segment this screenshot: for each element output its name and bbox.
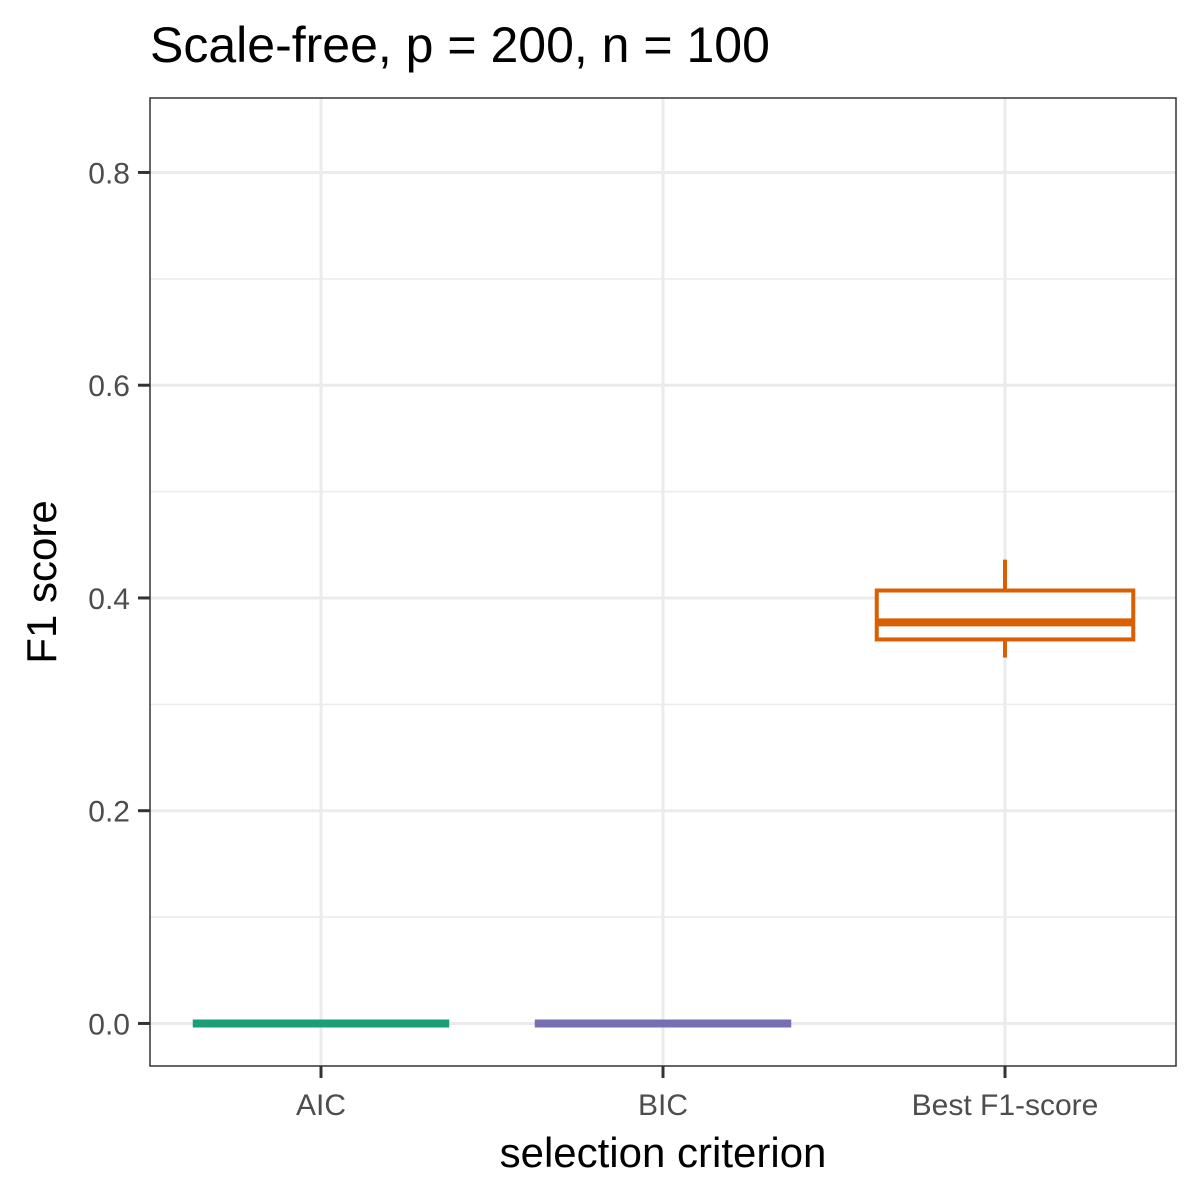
axes: 0.0 0.2 0.4 0.6 0.8 AIC BIC Best F1-score [88, 157, 1098, 1122]
y-tick-label: 0.6 [88, 370, 130, 403]
y-axis-title: F1 score [18, 500, 65, 663]
x-tick-label: AIC [296, 1089, 346, 1122]
box-body [874, 588, 1136, 642]
x-tick-label: BIC [638, 1089, 688, 1122]
box-best-f1-score [874, 559, 1136, 658]
x-tick-label: Best F1-score [912, 1089, 1099, 1122]
chart-title: Scale-free, p = 200, n = 100 [150, 17, 770, 73]
box-marks [192, 559, 1136, 1028]
y-tick-label: 0.2 [88, 796, 130, 829]
y-tick-label: 0.0 [88, 1008, 130, 1041]
x-axis-title: selection criterion [500, 1129, 827, 1176]
y-tick-label: 0.4 [88, 583, 130, 616]
y-tick-label: 0.8 [88, 157, 130, 190]
